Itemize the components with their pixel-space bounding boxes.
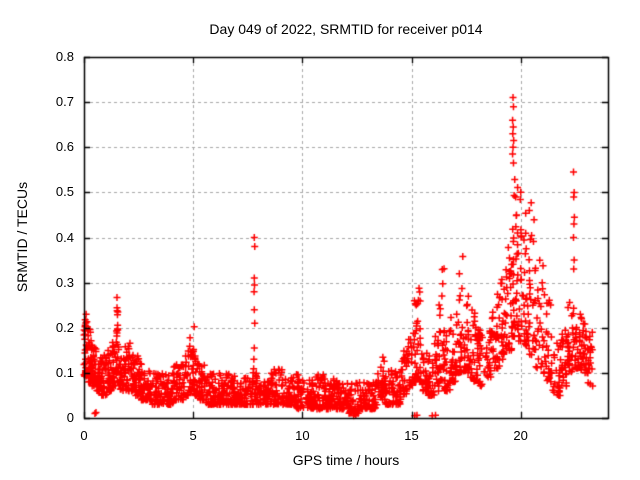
y-tick-label: 0.3 <box>55 274 74 290</box>
x-tick-label: 0 <box>80 428 88 443</box>
x-tick-label: 10 <box>295 428 310 443</box>
x-tick-label: 20 <box>513 428 528 443</box>
y-tick-label: 0.1 <box>55 364 74 380</box>
y-tick-label: 0.7 <box>55 94 74 110</box>
y-tick-label: 0 <box>66 410 74 425</box>
x-tick-label: 5 <box>189 428 197 443</box>
x-tick-label: 15 <box>404 428 419 443</box>
y-tick-label: 0.8 <box>55 49 74 64</box>
y-tick-label: 0.5 <box>55 184 74 200</box>
y-tick-label: 0.4 <box>55 229 74 245</box>
y-tick-label: 0.6 <box>55 139 74 155</box>
chart-title: Day 049 of 2022, SRMTID for receiver p01… <box>209 21 483 37</box>
y-tick-label: 0.2 <box>55 319 74 335</box>
x-axis-label: GPS time / hours <box>292 452 400 468</box>
